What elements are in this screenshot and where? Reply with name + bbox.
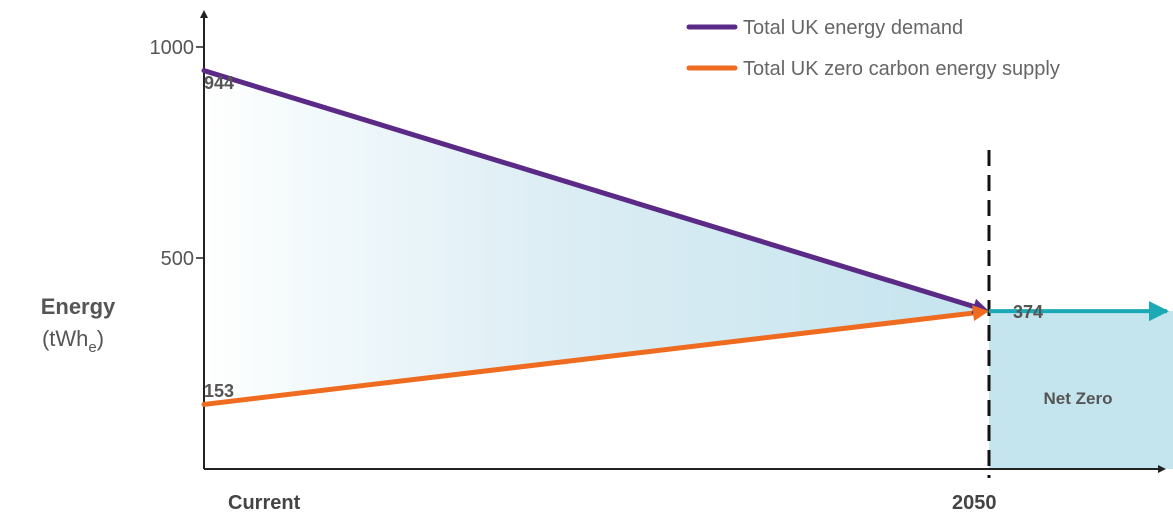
legend-label-energy-demand: Total UK energy demand bbox=[743, 17, 963, 39]
x-label-current: Current bbox=[228, 492, 301, 514]
net-zero-area bbox=[989, 311, 1173, 469]
gap-area bbox=[204, 70, 989, 405]
data-label-153: 153 bbox=[204, 381, 234, 401]
y-axis-unit-prefix: (tWh bbox=[42, 326, 88, 351]
x-label-2050: 2050 bbox=[952, 492, 997, 514]
y-axis-arrow bbox=[200, 10, 208, 18]
y-tick-label-1000: 1000 bbox=[150, 37, 195, 59]
series-arrowhead-zero-carbon-supply bbox=[972, 305, 989, 322]
series-line-zero-carbon-supply bbox=[201, 310, 976, 407]
data-label-944: 944 bbox=[204, 73, 234, 93]
y-tick-label-500: 500 bbox=[161, 248, 194, 270]
series-line-energy-demand bbox=[201, 68, 977, 309]
net-zero-label: Net Zero bbox=[1044, 389, 1113, 408]
data-label-374: 374 bbox=[1013, 302, 1043, 322]
x-axis-arrow bbox=[1158, 465, 1166, 473]
y-axis-unit-suffix: ) bbox=[97, 326, 104, 351]
y-axis-unit: (tWhe) bbox=[42, 326, 104, 356]
legend-label-zero-carbon-supply: Total UK zero carbon energy supply bbox=[743, 58, 1060, 80]
y-axis-unit-subscript: e bbox=[88, 339, 96, 356]
y-axis-label: Energy bbox=[41, 294, 116, 319]
